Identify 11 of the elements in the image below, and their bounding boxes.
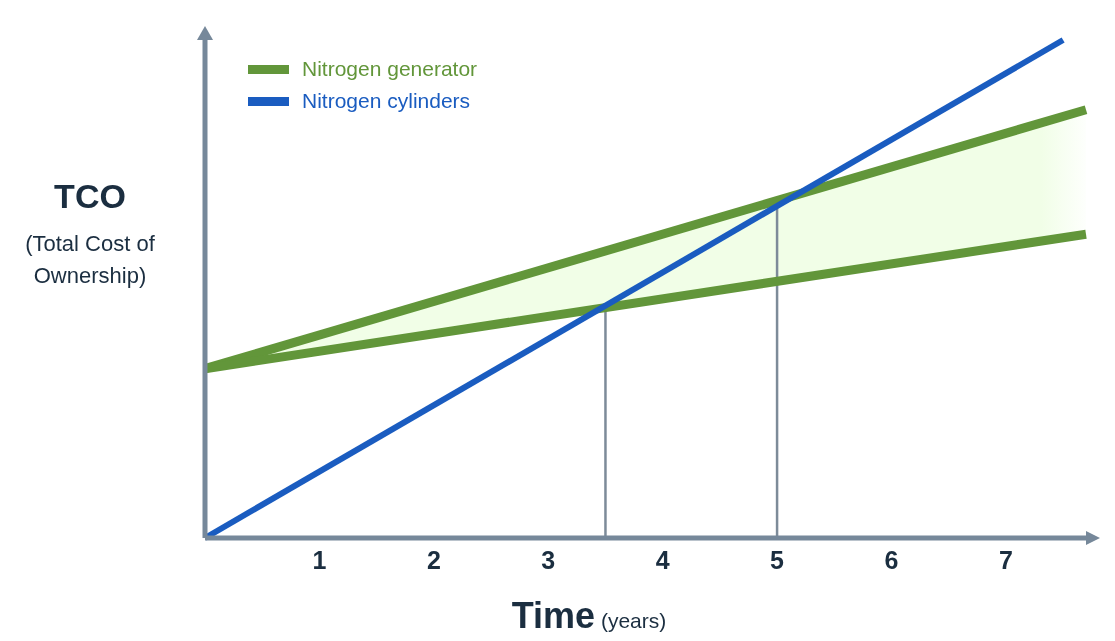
x-tick-label: 3 bbox=[541, 546, 556, 574]
x-axis-title: Time (years) bbox=[511, 595, 667, 636]
x-tick-label: 2 bbox=[426, 546, 441, 574]
x-tick-label: 7 bbox=[998, 546, 1013, 574]
legend-label: Nitrogen cylinders bbox=[302, 89, 471, 112]
x-tick-label: 4 bbox=[655, 546, 670, 574]
legend-label: Nitrogen generator bbox=[302, 57, 478, 80]
x-tick-label: 6 bbox=[884, 546, 899, 574]
y-axis-title: TCO (Total Cost of Ownership) bbox=[25, 177, 156, 288]
x-tick-label: 5 bbox=[770, 546, 785, 574]
x-tick-label: 1 bbox=[312, 546, 327, 574]
